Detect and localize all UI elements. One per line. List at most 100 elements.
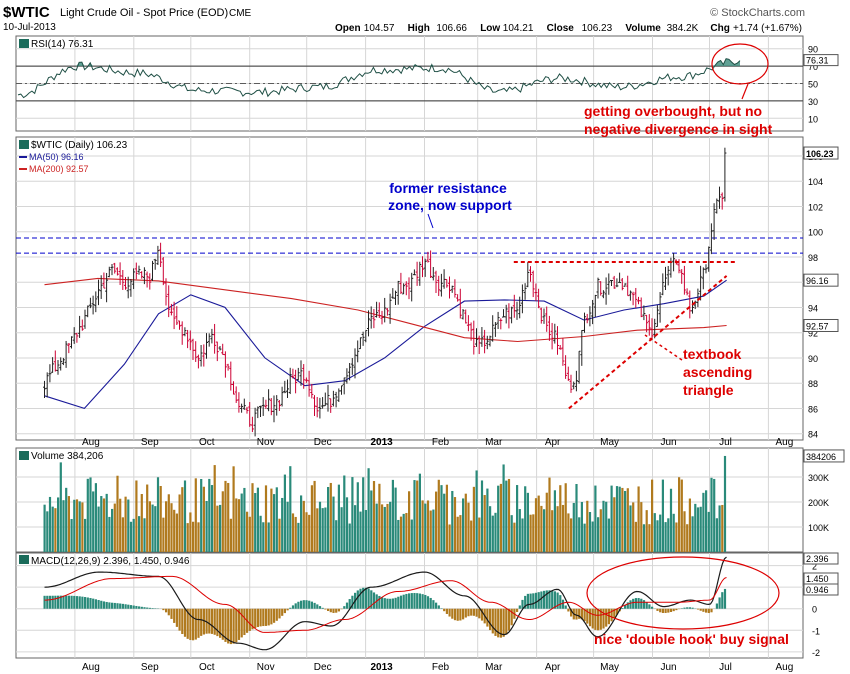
macd-histogram-bar	[575, 608, 578, 620]
macd-histogram-bar	[254, 608, 257, 629]
ohlc-value: 106.23	[582, 23, 613, 34]
price-bar	[345, 368, 349, 384]
volume-bar	[227, 482, 230, 552]
macd-histogram-bar	[356, 590, 359, 609]
volume-bar	[713, 478, 716, 552]
macd-histogram-bar	[321, 607, 324, 609]
volume-bar	[453, 497, 457, 552]
price-bar	[496, 311, 500, 329]
price-bar	[256, 406, 260, 419]
price-bar	[715, 198, 719, 214]
macd-histogram-bar	[505, 608, 508, 635]
volume-bar	[221, 491, 224, 552]
price-value-box	[803, 273, 839, 287]
volume-bar	[572, 502, 575, 552]
annotation-overbought: getting overbought, but no negative dive…	[584, 103, 773, 137]
volume-bar	[200, 478, 203, 552]
volume-bar	[308, 514, 311, 552]
price-bar	[277, 400, 281, 411]
price-tick-label: 84	[808, 430, 818, 440]
volume-bar	[613, 497, 616, 552]
price-bar	[151, 260, 154, 281]
price-bar	[672, 252, 676, 272]
volume-bar	[167, 494, 170, 552]
price-bar	[232, 381, 235, 395]
macd-histogram-bar	[721, 592, 724, 609]
volume-bar	[202, 486, 205, 552]
volume-bar	[170, 503, 173, 552]
macd-histogram-bar	[588, 608, 592, 627]
price-bar	[115, 267, 119, 276]
price-value-box	[803, 146, 839, 160]
price-bar	[394, 290, 397, 306]
macd-value-label: 1.450	[806, 574, 829, 584]
macd-histogram-bar	[313, 602, 316, 609]
volume-bar	[707, 511, 710, 552]
price-bar	[310, 383, 314, 399]
volume-bar	[540, 505, 543, 552]
volume-bar	[640, 502, 643, 552]
volume-bar	[424, 503, 427, 552]
price-bar	[577, 350, 581, 384]
volume-bar	[486, 488, 489, 552]
price-bar	[253, 407, 257, 437]
macd-histogram-bar	[73, 595, 76, 609]
volume-bar	[108, 516, 111, 552]
price-bar	[286, 379, 289, 399]
macd-histogram-bar	[586, 608, 589, 624]
macd-histogram-bar	[308, 600, 311, 609]
macd-histogram-bar	[165, 608, 168, 613]
price-bar	[547, 315, 551, 341]
macd-histogram-bar	[435, 602, 438, 609]
volume-bar	[337, 484, 340, 552]
macd-tick-label: -2	[812, 648, 820, 658]
price-bar	[493, 322, 497, 337]
volume-bar	[637, 486, 640, 552]
volume-bar	[669, 488, 673, 552]
volume-bar	[121, 517, 124, 552]
price-bar	[105, 272, 109, 303]
macd-histogram-bar	[197, 608, 200, 638]
macd-histogram-bar	[200, 608, 203, 636]
price-title: $WTIC (Daily) 106.23	[31, 140, 128, 151]
volume-bar	[340, 507, 343, 552]
price-bar	[329, 398, 333, 413]
volume-bar	[399, 516, 403, 552]
macd-histogram-bar	[402, 594, 405, 609]
macd-histogram-bar	[408, 593, 411, 609]
ohlc-label: Open	[335, 23, 361, 34]
macd-value-box	[803, 552, 839, 565]
price-bar	[696, 288, 700, 308]
price-bar	[588, 306, 592, 327]
price-bar	[542, 308, 546, 324]
price-bar	[97, 279, 100, 306]
volume-bar	[599, 509, 602, 552]
x-tick-label: Jul	[719, 662, 732, 673]
price-bar	[680, 269, 684, 284]
macd-histogram-bar	[310, 601, 313, 609]
x-tick-label: Jun	[660, 662, 676, 673]
volume-title: Volume 384,206	[31, 451, 104, 462]
volume-bar	[248, 516, 251, 552]
volume-bar	[208, 478, 211, 552]
macd-tick-label: 2	[812, 562, 817, 572]
price-bar	[296, 367, 300, 381]
macd-histogram-bar	[264, 608, 268, 626]
volume-bar	[526, 492, 529, 552]
price-bar	[80, 319, 84, 331]
volume-bar	[354, 505, 357, 552]
volume-bar	[659, 514, 662, 552]
macd-histogram-bar	[364, 587, 367, 609]
macd-histogram-bar	[251, 608, 254, 630]
macd-histogram-bar	[286, 608, 289, 611]
macd-histogram-bar	[516, 608, 519, 612]
price-bar	[407, 277, 411, 300]
macd-histogram-bar	[399, 595, 403, 609]
price-bar	[450, 285, 454, 293]
price-bar	[534, 283, 538, 301]
volume-bar	[626, 488, 629, 552]
ma200-line	[44, 277, 727, 343]
price-bar	[70, 336, 73, 349]
volume-bar	[502, 464, 505, 552]
rsi-value-label: 76.31	[806, 56, 829, 66]
